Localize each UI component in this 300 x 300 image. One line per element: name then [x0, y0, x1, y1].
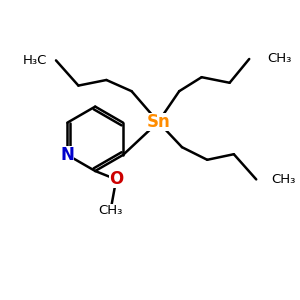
Text: CH₃: CH₃	[272, 173, 296, 186]
Text: N: N	[60, 146, 74, 164]
Text: CH₃: CH₃	[98, 204, 123, 217]
Text: H₃C: H₃C	[23, 54, 47, 67]
Text: O: O	[109, 170, 123, 188]
Text: Sn: Sn	[146, 113, 170, 131]
Text: CH₃: CH₃	[267, 52, 292, 65]
